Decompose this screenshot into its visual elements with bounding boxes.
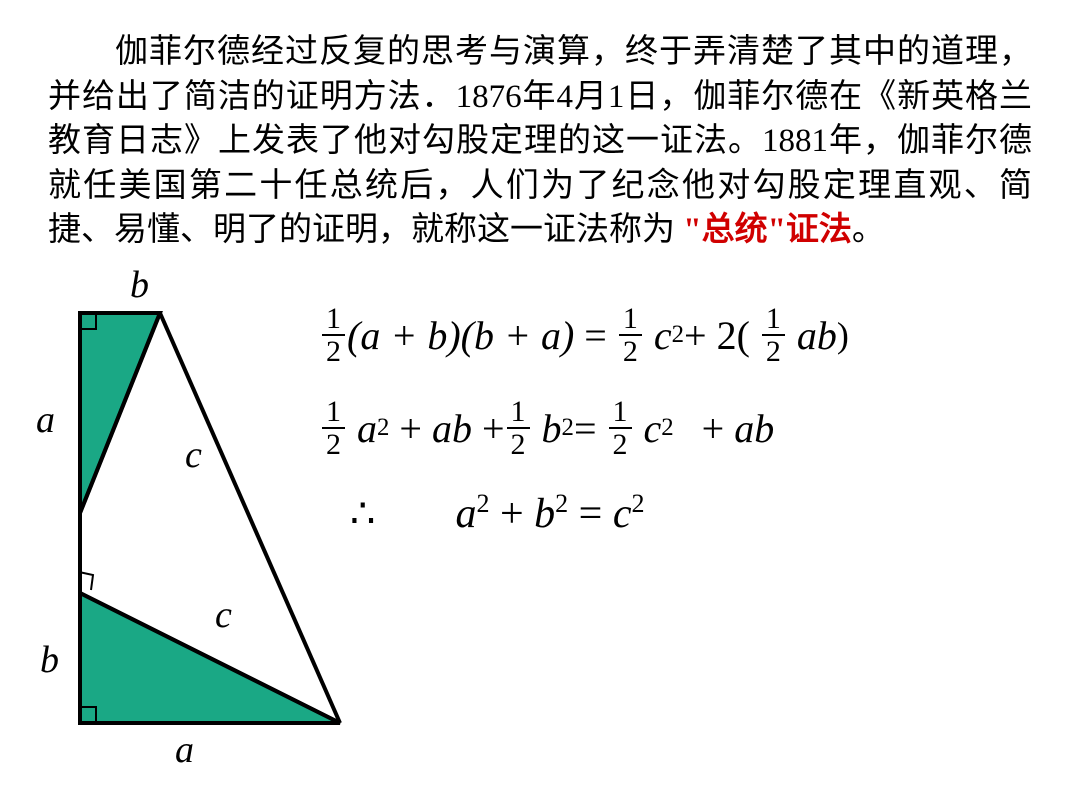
label-c-lower: c <box>215 593 232 637</box>
label-c-upper: c <box>185 433 202 477</box>
frac-half-5: 1 2 <box>507 396 530 461</box>
frac-half-1: 1 2 <box>322 303 345 368</box>
label-b-left: b <box>40 638 59 682</box>
label-a-bottom: a <box>175 728 194 772</box>
label-b-top: b <box>130 263 149 307</box>
trapezoid-diagram: b a b a c c <box>30 263 360 783</box>
content-area: b a b a c c 1 2 (a + b)(b + a) = 1 2 c2 … <box>0 263 1080 783</box>
equation-line-1: 1 2 (a + b)(b + a) = 1 2 c2 + 2( 1 2 ab … <box>320 303 1060 368</box>
close-paren: ) <box>837 314 849 356</box>
intro-paragraph: 伽菲尔德经过反复的思考与演算，终于弄清楚了其中的道理，并给出了简洁的证明方法．1… <box>0 0 1080 263</box>
final-result: a2 + b2 = c2 <box>455 489 644 538</box>
frac-half-6: 1 2 <box>609 396 632 461</box>
diagram-svg <box>30 263 360 783</box>
lhs-factors: (a + b)(b + a) <box>347 312 574 359</box>
therefore-symbol: ∴ <box>350 490 375 537</box>
label-a-left: a <box>36 398 55 442</box>
frac-half-4: 1 2 <box>322 396 345 461</box>
frac-half-2: 1 2 <box>619 303 642 368</box>
frac-half-3: 1 2 <box>762 303 785 368</box>
equations-block: 1 2 (a + b)(b + a) = 1 2 c2 + 2( 1 2 ab … <box>320 303 1060 566</box>
equation-line-3: ∴ a2 + b2 = c2 <box>320 489 1060 538</box>
plus-2-open: + 2( <box>684 312 750 359</box>
equation-line-2: 1 2 a2 + ab + 1 2 b2 = 1 2 c2 +ab <box>320 396 1060 461</box>
highlight-phrase: "总统"证法 <box>683 212 852 248</box>
intro-text-after: 。 <box>852 212 885 248</box>
